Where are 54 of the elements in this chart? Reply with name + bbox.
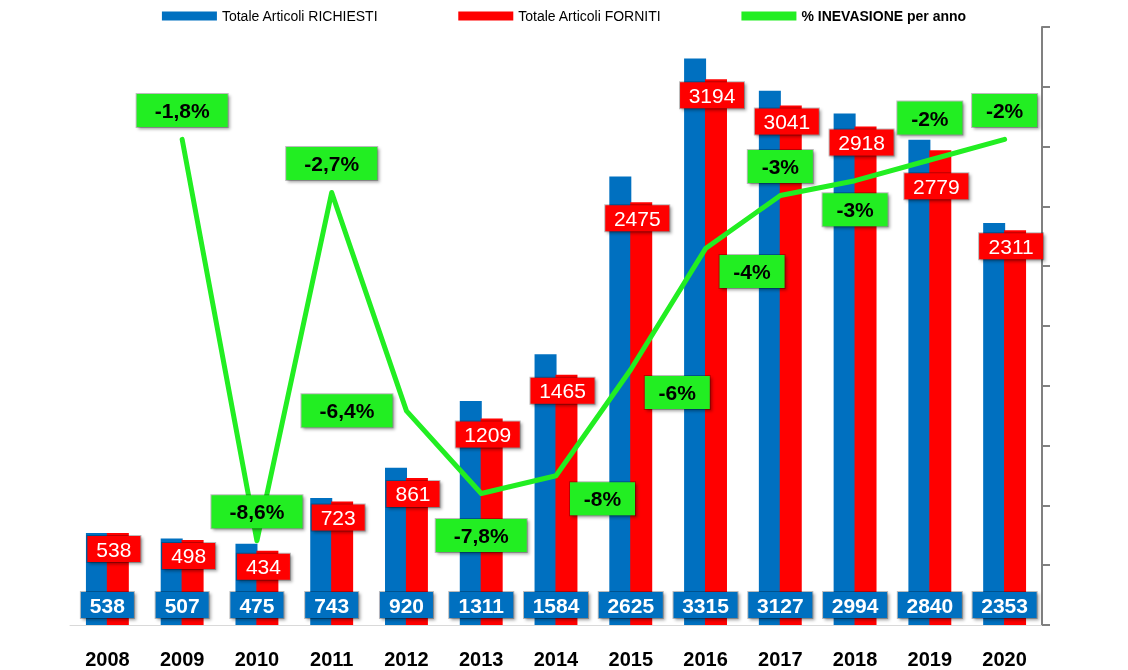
data-label: -2,7% — [304, 151, 360, 175]
data-label: 475 — [239, 593, 275, 617]
data-label: 3127 — [756, 593, 804, 617]
x-tick-label: 2018 — [832, 648, 878, 670]
data-label: 3315 — [682, 593, 730, 617]
data-label: 2625 — [607, 593, 655, 617]
x-tick-label: 2009 — [159, 648, 205, 670]
data-label: -2% — [985, 98, 1024, 122]
data-label: 2311 — [988, 234, 1034, 258]
x-tick-label: 2008 — [85, 648, 130, 670]
data-label: -3% — [761, 154, 800, 178]
data-label: 723 — [320, 505, 356, 529]
x-tick-label: 2012 — [384, 648, 429, 670]
data-label: 2475 — [613, 206, 661, 230]
data-label: 538 — [96, 537, 132, 561]
data-label: -8,6% — [229, 500, 285, 524]
data-label: -4% — [733, 260, 772, 284]
data-label: 743 — [314, 593, 350, 617]
data-label: 2779 — [912, 174, 960, 198]
data-label: 3194 — [688, 83, 736, 107]
data-label: 538 — [89, 593, 126, 617]
data-label: 507 — [164, 593, 200, 617]
data-label: -6,4% — [319, 399, 375, 423]
data-label: 2840 — [906, 593, 954, 617]
data-label: 1584 — [532, 593, 580, 617]
x-tick-label: 2017 — [758, 648, 803, 670]
data-label: 1209 — [464, 422, 512, 446]
data-label: 1465 — [539, 379, 586, 403]
legend-label: Totale Articoli RICHIESTI — [221, 8, 378, 24]
x-tick-label: 2016 — [683, 648, 728, 670]
data-label: -1,8% — [154, 98, 210, 122]
legend-label: Totale Articoli FORNITI — [518, 8, 661, 24]
data-label: 434 — [245, 555, 282, 579]
data-label: 920 — [388, 593, 424, 617]
x-tick-label: 2013 — [458, 648, 504, 670]
data-label: 3041 — [763, 109, 811, 133]
x-tick-label: 2020 — [982, 648, 1027, 670]
data-label: -2% — [911, 106, 949, 130]
data-label: 2353 — [981, 593, 1028, 617]
x-tick-label: 2014 — [533, 648, 580, 670]
data-label: 861 — [395, 482, 431, 506]
data-label: 1311 — [458, 593, 505, 617]
data-label: -7,8% — [453, 524, 509, 547]
data-label: -3% — [836, 198, 875, 222]
data-label: -8% — [583, 487, 622, 511]
data-label: -6% — [658, 381, 697, 405]
x-tick-label: 2019 — [907, 648, 953, 670]
data-label: 498 — [171, 544, 207, 568]
x-tick-label: 2010 — [234, 648, 280, 670]
data-label: 2994 — [831, 593, 879, 617]
data-label: 2918 — [838, 130, 885, 154]
legend-label: % INEVASIONE per anno — [801, 8, 967, 24]
x-tick-label: 2011 — [310, 648, 354, 670]
x-tick-label: 2015 — [608, 648, 654, 670]
